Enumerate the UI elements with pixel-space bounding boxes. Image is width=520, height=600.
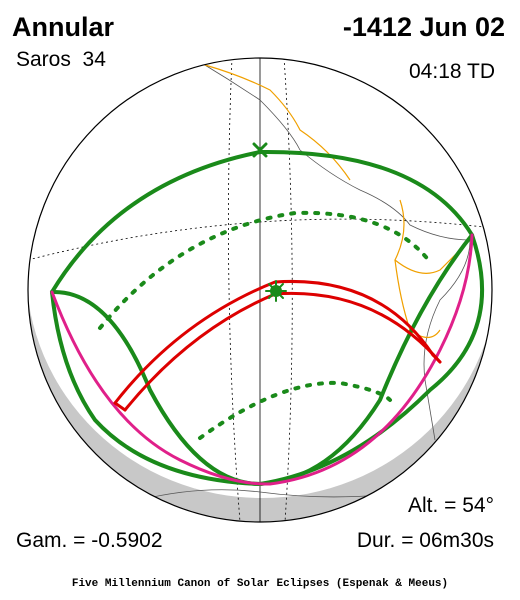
max-at-horizon (50, 233, 474, 486)
annular-north (113, 279, 435, 405)
altitude: Alt. = 54° (408, 494, 494, 517)
saros: Saros 34 (16, 48, 106, 71)
greatest-eclipse-star (265, 280, 287, 302)
date: -1412 Jun 02 (343, 12, 505, 42)
greatest-marker (252, 142, 268, 158)
time: 04:18 TD (409, 60, 495, 83)
globe-outline (27, 57, 493, 523)
southern-limit (198, 380, 392, 440)
meridian (228, 58, 241, 522)
paths (49, 142, 485, 487)
meridian (283, 58, 293, 522)
footer: Five Millennium Canon of Solar Eclipses … (72, 578, 448, 590)
annular-ends (113, 353, 442, 412)
day-side (28, 58, 492, 498)
penumbra-limit (49, 149, 485, 487)
eclipse-type: Annular (12, 12, 114, 42)
coastlines (139, 61, 471, 501)
northern-limit (98, 210, 432, 330)
duration: Dur. = 06m30s (357, 529, 494, 552)
globe (27, 57, 493, 523)
gamma: Gam. = -0.5902 (16, 529, 163, 552)
